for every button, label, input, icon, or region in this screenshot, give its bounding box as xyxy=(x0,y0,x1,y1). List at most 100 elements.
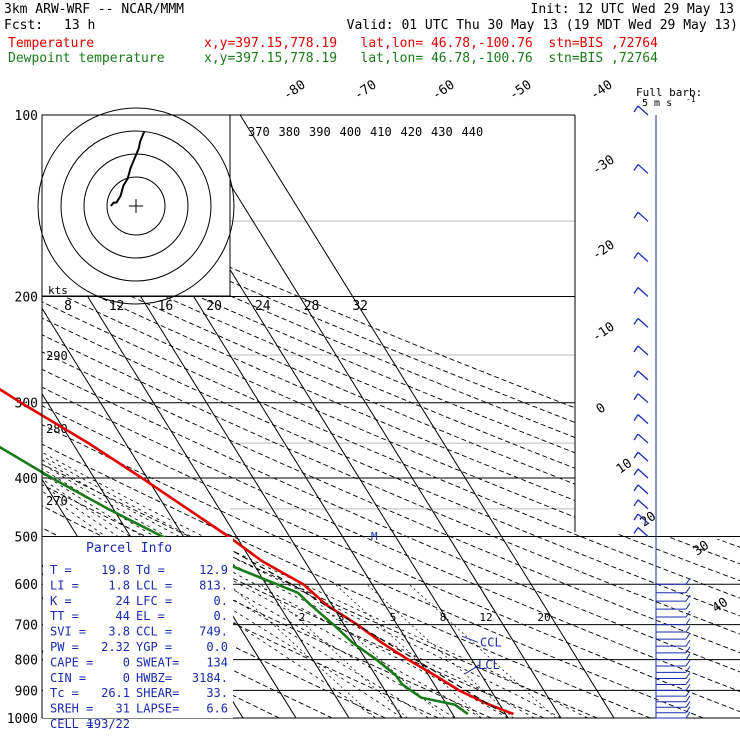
theta-label-440: 440 xyxy=(462,125,484,139)
wind-barb-475 xyxy=(637,513,649,524)
mixing-line-2 xyxy=(228,583,376,718)
parcel-row-7-label2: HWBZ= xyxy=(136,671,172,685)
mixing-ratio-label-12: 12 xyxy=(479,611,492,624)
theta-label-390: 390 xyxy=(309,125,331,139)
wind-barb-low-flag-640 xyxy=(685,594,691,602)
parcel-row-6-label1: CAPE = xyxy=(50,655,93,669)
ccl-label: CCL xyxy=(480,635,502,649)
temp-label-30: 30 xyxy=(691,538,712,559)
dry-adiabat-420 xyxy=(42,115,740,718)
wind-barb-low-flag-920 xyxy=(685,689,691,697)
parcel-row-7-value2: 3184. xyxy=(192,671,228,685)
ccl-marker xyxy=(461,635,479,643)
hodograph-ring-label-8: 8 xyxy=(64,299,72,314)
temperature-legend: Temperature xyxy=(8,36,95,51)
mixing-line-5 xyxy=(297,583,445,718)
wind-barb-450 xyxy=(637,499,649,510)
temp-label-0: 0 xyxy=(594,400,609,417)
wind-barb-100 xyxy=(637,105,649,116)
dry-adiabat-320 xyxy=(42,115,651,718)
parcel-row-4-label2: CCL = xyxy=(136,625,172,639)
wind-barb-low-flag-680 xyxy=(685,610,691,618)
dry-adiabat-350 xyxy=(42,115,740,718)
moist-adiabat-5 xyxy=(42,296,429,718)
mixing-ratio-label-8: 8 xyxy=(440,611,447,624)
wind-barb-low-flag-840 xyxy=(685,666,691,673)
parcel-row-8-value2: 33. xyxy=(206,686,228,700)
wind-barb-125 xyxy=(637,163,649,174)
hodograph-ring-label-28: 28 xyxy=(304,299,320,314)
valid-time: Valid: 01 UTC Thu 30 May 13 (19 MDT Wed … xyxy=(346,18,738,33)
temp-label--60: -60 xyxy=(430,78,458,104)
parcel-row-5-label1: PW = xyxy=(50,640,79,654)
wind-barb-flag-250 xyxy=(633,345,639,353)
temp-label-10: 10 xyxy=(614,456,635,477)
parcel-row-9-label1: SREH = xyxy=(50,702,93,716)
parcel-row-4-value2: 749. xyxy=(199,625,228,639)
theta-label-430: 430 xyxy=(431,125,453,139)
parcel-row-0-value1: 19.8 xyxy=(101,563,130,577)
model-title: 3km ARW-WRF -- NCAR/MMM xyxy=(4,2,185,17)
wind-barb-low-flag-600 xyxy=(685,577,691,585)
parcel-row-0-value2: 12.9 xyxy=(199,563,228,577)
parcel-panel-bg xyxy=(43,537,233,718)
wind-barb-flag-175 xyxy=(633,252,639,259)
wind-barb-low-flag-760 xyxy=(685,639,691,647)
wind-barb-low-flag-780 xyxy=(685,646,691,654)
parcel-row-1-label2: LCL = xyxy=(136,578,172,592)
wind-barb-325 xyxy=(637,414,649,425)
wind-barb-flag-375 xyxy=(633,451,639,459)
wind-barb-flag-150 xyxy=(633,211,639,219)
mixing-line-3 xyxy=(260,583,408,718)
wind-key-superscript: -1 xyxy=(686,95,696,104)
dry-adiabat-390 xyxy=(42,115,740,718)
isotherm-40 xyxy=(239,115,615,718)
parcel-row-9-value2: 6.6 xyxy=(206,702,228,716)
wind-barb-425 xyxy=(637,484,649,495)
temp-label--50: -50 xyxy=(507,78,535,104)
pressure-label-600: 600 xyxy=(15,578,38,593)
wind-barb-flag-475 xyxy=(633,513,639,521)
wind-barb-low-flag-740 xyxy=(685,632,691,640)
theta-label-410: 410 xyxy=(370,125,392,139)
wind-barb-flag-425 xyxy=(633,484,639,492)
wind-barb-150 xyxy=(637,211,649,222)
mixing-line-12 xyxy=(366,583,514,718)
parcel-row-2-label1: K = xyxy=(50,594,72,608)
parcel-row-0-label2: Td = xyxy=(136,563,165,577)
wind-barb-low-flag-940 xyxy=(685,695,691,703)
wind-barb-low-flag-860 xyxy=(685,672,691,679)
wind-barb-flag-450 xyxy=(633,499,639,507)
dry-adiabat-400 xyxy=(42,115,740,718)
dry-adiabat-340 xyxy=(42,115,740,718)
temperature-location: x,y=397.15,778.19 lat,lon= 46.78,-100.76… xyxy=(204,36,658,51)
hodograph-unit: kts xyxy=(48,284,68,297)
temp-label--10: -10 xyxy=(590,320,618,346)
dewpoint-location: x,y=397.15,778.19 lat,lon= 46.78,-100.76… xyxy=(204,51,658,66)
parcel-row-4-label1: SVI = xyxy=(50,625,86,639)
forecast-hour: 13 h xyxy=(64,18,96,33)
mixing-ratio-label-5: 5 xyxy=(390,611,397,624)
temp-label--80: -80 xyxy=(281,78,309,104)
theta-label-370: 370 xyxy=(248,125,270,139)
parcel-info-title: Parcel Info xyxy=(86,541,172,556)
temp-label--30: -30 xyxy=(590,153,618,179)
mixing-ratio-label-3: 3 xyxy=(338,611,345,624)
wind-barb-low-flag-880 xyxy=(685,678,691,685)
temp-label--20: -20 xyxy=(590,238,618,264)
parcel-row-9-label2: LAPSE= xyxy=(136,702,179,716)
wind-barb-low-flag-700 xyxy=(685,618,691,625)
parcel-row-3-label1: TT = xyxy=(50,609,79,623)
mixing-line-8 xyxy=(334,583,482,718)
pressure-label-900: 900 xyxy=(15,684,38,699)
dry-adiabat-270 xyxy=(42,115,386,718)
parcel-row-7-value1: 0 xyxy=(123,671,130,685)
adiabat-label-290: 290 xyxy=(46,349,68,363)
wind-barb-low-flag-660 xyxy=(685,602,691,610)
wind-barb-flag-325 xyxy=(633,414,639,422)
lcl-marker xyxy=(464,665,479,675)
mixing-ratio-label-20: 20 xyxy=(537,611,550,624)
wind-barb-flag-500 xyxy=(633,527,639,534)
wind-barb-400 xyxy=(637,468,649,479)
theta-label-380: 380 xyxy=(279,125,301,139)
